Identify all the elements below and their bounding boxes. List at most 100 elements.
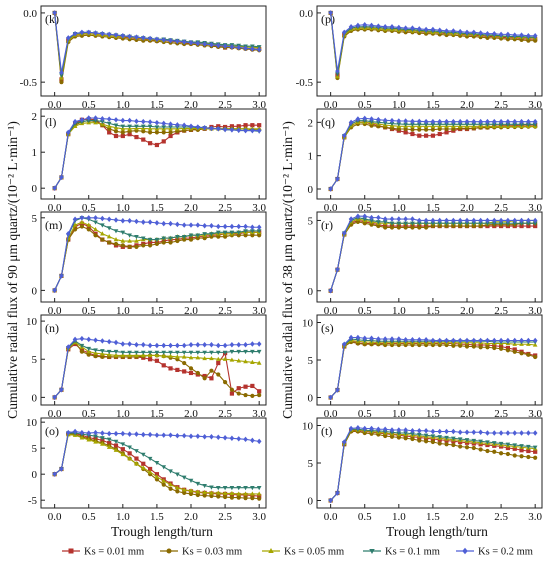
data-point [222, 342, 228, 349]
data-point [444, 223, 449, 229]
panel-label: (t) [321, 424, 332, 438]
data-point [229, 387, 235, 392]
data-point [464, 221, 470, 226]
data-point [120, 117, 126, 124]
data-point [369, 22, 374, 29]
data-point [519, 430, 524, 436]
data-point [202, 223, 207, 229]
data-point [202, 489, 207, 495]
data-point [526, 221, 531, 226]
panels-group: 0.0 0.5 1.0 1.5 2.0 2.5 3.0 0.0 -0.5 (k) 0.0 0.5 1.0… [20, 5, 543, 523]
data-point [216, 494, 221, 499]
data-point [355, 22, 361, 29]
data-point [100, 441, 105, 446]
data-point [161, 363, 166, 368]
data-point [222, 234, 228, 239]
data-point [451, 122, 456, 127]
data-point [396, 427, 402, 433]
data-point [243, 123, 248, 128]
data-point [471, 217, 477, 224]
data-point [127, 244, 132, 249]
subplot-q: 0.0 0.5 1.0 1.5 2.0 2.5 3.0 0 1 2 (q) [308, 108, 543, 214]
data-point [79, 349, 85, 354]
data-point [362, 217, 368, 222]
data-point [175, 38, 180, 45]
data-point [383, 225, 388, 230]
data-point [485, 118, 490, 125]
data-point [526, 223, 531, 229]
data-point [182, 360, 187, 366]
data-point [458, 343, 463, 348]
data-point [430, 337, 436, 344]
data-point [188, 123, 194, 130]
subplot-k: 0.0 0.5 1.0 1.5 2.0 2.5 3.0 0.0 -0.5 (k) [20, 5, 267, 111]
data-point [215, 230, 221, 235]
x-tick-label: 2.0 [460, 511, 474, 523]
x-tick-label: 2.5 [494, 305, 508, 317]
data-point [147, 469, 153, 474]
data-point [478, 447, 483, 452]
data-point [423, 26, 429, 33]
data-point [127, 117, 132, 124]
data-point [430, 439, 436, 445]
data-point [403, 337, 408, 343]
data-point [416, 26, 422, 32]
data-point [79, 219, 85, 224]
data-point [532, 342, 538, 347]
data-point [369, 214, 374, 221]
data-point [181, 234, 187, 240]
y-tick-label: 1 [32, 147, 38, 159]
data-point [175, 354, 180, 359]
data-point [423, 433, 429, 438]
data-point [423, 439, 429, 444]
y-tick-label: 0.0 [23, 8, 37, 20]
y-tick-label: 5 [32, 443, 38, 455]
data-point [120, 451, 126, 457]
data-point [202, 124, 207, 131]
data-point [209, 368, 214, 373]
x-tick-label: 2.5 [218, 305, 232, 317]
data-point [154, 130, 160, 135]
x-tick-label: 3.0 [252, 408, 266, 420]
data-point [106, 31, 112, 38]
data-point [526, 448, 531, 454]
data-point [59, 466, 64, 472]
data-point [79, 429, 85, 436]
data-point [93, 226, 98, 232]
data-point [389, 24, 395, 30]
data-point [86, 437, 92, 442]
data-point [458, 444, 463, 449]
data-point [175, 221, 180, 228]
x-tick-label: 1.0 [392, 408, 406, 420]
data-point [250, 127, 255, 134]
data-point [161, 120, 167, 127]
data-point [341, 132, 347, 139]
data-point [229, 223, 235, 230]
data-point [335, 387, 340, 393]
data-point [464, 337, 470, 344]
series-5 [328, 425, 538, 504]
data-point [59, 69, 64, 76]
data-point [236, 44, 242, 51]
data-point [154, 125, 160, 130]
data-point [369, 222, 374, 227]
data-point [478, 223, 483, 229]
data-point [175, 342, 180, 349]
data-point [188, 488, 194, 493]
data-point [471, 122, 477, 127]
data-point [154, 142, 160, 148]
data-point [416, 217, 422, 224]
data-point [498, 451, 504, 456]
data-point [175, 367, 180, 373]
data-point [127, 341, 132, 347]
y-axis-label-left: Cumulative radial flux of 90 μm quartz/(… [5, 121, 20, 419]
data-point [505, 348, 511, 353]
data-point [195, 433, 201, 439]
data-point [410, 428, 415, 434]
x-tick-label: 3.0 [528, 408, 542, 420]
data-point [106, 216, 112, 222]
legend-item-2: Ks = 0.03 mm [160, 547, 242, 558]
data-point [175, 472, 180, 477]
x-tick-label: 2.0 [460, 408, 474, 420]
data-point [243, 45, 248, 51]
